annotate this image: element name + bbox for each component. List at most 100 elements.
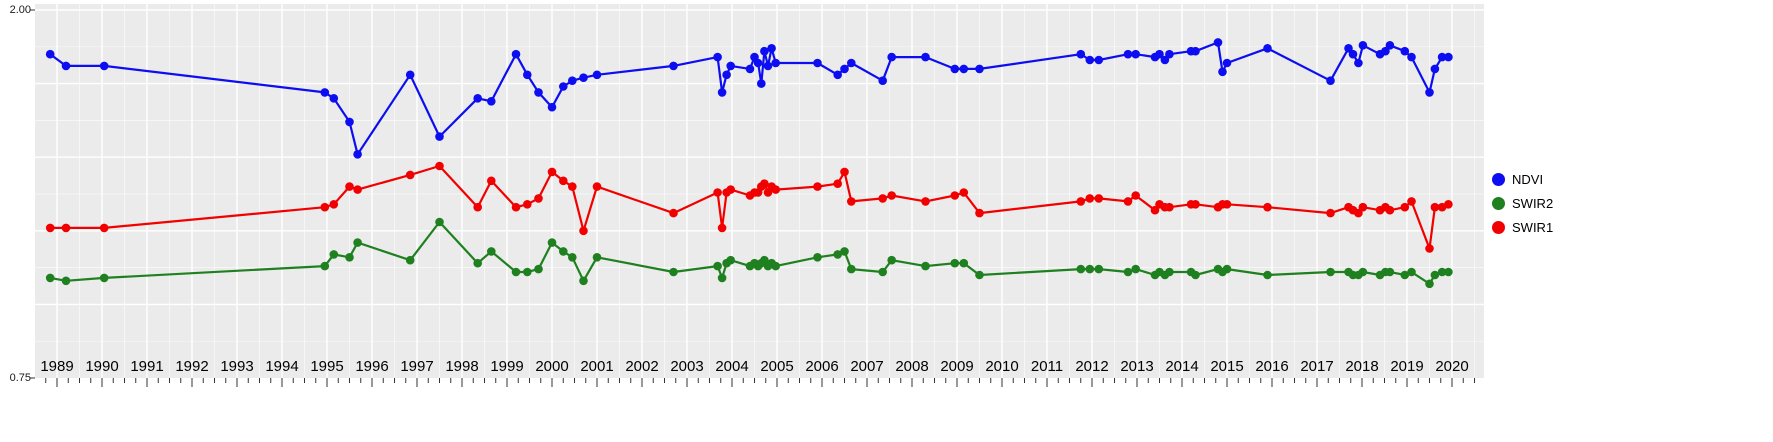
data-point-swir2 xyxy=(833,250,842,259)
data-point-ndvi xyxy=(753,58,763,68)
data-point-swir1 xyxy=(887,191,896,200)
data-point-ndvi xyxy=(1354,58,1363,68)
data-point-ndvi xyxy=(1444,52,1453,62)
data-point-swir1 xyxy=(950,191,960,200)
data-point-ndvi xyxy=(435,132,444,141)
data-point-swir2 xyxy=(726,255,735,265)
data-point-swir2 xyxy=(1131,264,1140,274)
data-point-swir1 xyxy=(760,179,769,188)
data-point-swir1 xyxy=(1444,200,1453,209)
data-point-swir2 xyxy=(523,267,532,277)
x-tick-label: 2013 xyxy=(1120,358,1153,375)
data-point-ndvi xyxy=(1407,52,1416,62)
data-point-swir1 xyxy=(559,176,568,186)
data-point-swir1 xyxy=(726,185,735,194)
data-point-swir2 xyxy=(1076,264,1086,274)
data-point-ndvi xyxy=(45,49,55,59)
data-point-ndvi xyxy=(1326,76,1335,85)
data-point-ndvi xyxy=(1381,46,1390,56)
data-point-swir2 xyxy=(559,247,568,256)
x-tick-label: 2005 xyxy=(760,358,793,375)
data-point-swir1 xyxy=(1123,197,1133,206)
data-point-ndvi xyxy=(713,52,722,62)
legend-item-ndvi: NDVI xyxy=(1492,172,1553,187)
data-point-swir1 xyxy=(1407,197,1416,206)
data-point-ndvi xyxy=(345,117,354,127)
data-point-swir2 xyxy=(813,252,822,262)
data-point-ndvi xyxy=(1123,49,1133,59)
data-point-swir2 xyxy=(568,252,577,262)
data-point-ndvi xyxy=(921,52,930,62)
data-point-ndvi xyxy=(61,61,71,71)
data-point-ndvi xyxy=(813,58,822,68)
data-point-swir2 xyxy=(1444,267,1453,277)
data-point-swir1 xyxy=(1165,202,1174,212)
legend-key-swir1-icon xyxy=(1492,221,1505,234)
x-tick-label: 1991 xyxy=(130,358,163,375)
data-point-ndvi xyxy=(1213,38,1223,47)
x-tick-label: 2007 xyxy=(850,358,883,375)
data-point-ndvi xyxy=(1358,41,1368,50)
data-point-swir1 xyxy=(1131,191,1140,200)
x-tick-label: 2012 xyxy=(1075,358,1108,375)
data-point-swir2 xyxy=(1085,264,1095,274)
data-point-swir1 xyxy=(61,223,71,233)
data-point-swir2 xyxy=(887,255,896,265)
data-point-ndvi xyxy=(717,88,727,97)
data-point-swir1 xyxy=(975,208,984,218)
data-point-swir2 xyxy=(511,267,521,277)
data-point-swir2 xyxy=(579,276,588,286)
x-tick-label: 1990 xyxy=(85,358,118,375)
data-point-swir1 xyxy=(1385,205,1395,215)
data-point-swir2 xyxy=(592,252,602,262)
data-point-swir1 xyxy=(435,161,444,171)
data-point-ndvi xyxy=(1155,49,1164,59)
data-point-swir1 xyxy=(487,176,496,186)
data-point-swir1 xyxy=(99,223,109,233)
y-axis-label-top: 2.00 xyxy=(9,4,31,16)
data-point-swir1 xyxy=(847,197,856,206)
data-point-swir2 xyxy=(353,238,362,247)
data-point-swir2 xyxy=(405,255,415,265)
data-point-swir1 xyxy=(592,182,602,191)
data-point-ndvi xyxy=(329,94,339,103)
data-point-ndvi xyxy=(579,73,588,82)
x-tick-label: 2009 xyxy=(940,358,973,375)
data-point-swir1 xyxy=(1326,208,1335,218)
x-tick-label: 1994 xyxy=(265,358,298,375)
y-axis-label-bottom: 0.75 xyxy=(9,372,31,384)
data-point-swir1 xyxy=(1094,194,1104,203)
data-point-swir2 xyxy=(1094,264,1104,274)
data-point-swir1 xyxy=(840,167,849,177)
data-point-swir2 xyxy=(1430,270,1440,280)
x-tick-label: 1993 xyxy=(220,358,253,375)
data-point-swir2 xyxy=(1123,267,1133,277)
data-point-ndvi xyxy=(1191,46,1200,56)
data-point-ndvi xyxy=(1263,44,1272,53)
data-point-swir1 xyxy=(717,223,727,233)
data-point-swir1 xyxy=(833,179,842,188)
data-point-ndvi xyxy=(353,150,362,159)
data-point-swir2 xyxy=(1358,267,1368,277)
data-point-swir2 xyxy=(99,273,109,283)
data-point-ndvi xyxy=(887,52,896,62)
data-point-swir1 xyxy=(579,226,588,236)
data-point-swir2 xyxy=(959,258,969,268)
x-tick-label: 1997 xyxy=(400,358,433,375)
data-point-swir1 xyxy=(1430,202,1440,212)
data-point-ndvi xyxy=(1385,41,1395,50)
data-point-swir2 xyxy=(713,261,722,271)
x-tick-label: 2011 xyxy=(1031,358,1063,375)
data-point-swir2 xyxy=(771,261,780,271)
data-point-swir2 xyxy=(1385,267,1395,277)
data-point-swir1 xyxy=(329,200,339,209)
data-point-swir2 xyxy=(950,258,960,268)
data-point-ndvi xyxy=(1131,49,1140,59)
x-tick-label: 2001 xyxy=(580,358,613,375)
data-point-ndvi xyxy=(99,61,109,71)
data-point-swir1 xyxy=(1354,208,1363,218)
data-point-ndvi xyxy=(1430,64,1440,74)
data-point-swir2 xyxy=(320,261,330,271)
x-tick-label: 1999 xyxy=(490,358,523,375)
